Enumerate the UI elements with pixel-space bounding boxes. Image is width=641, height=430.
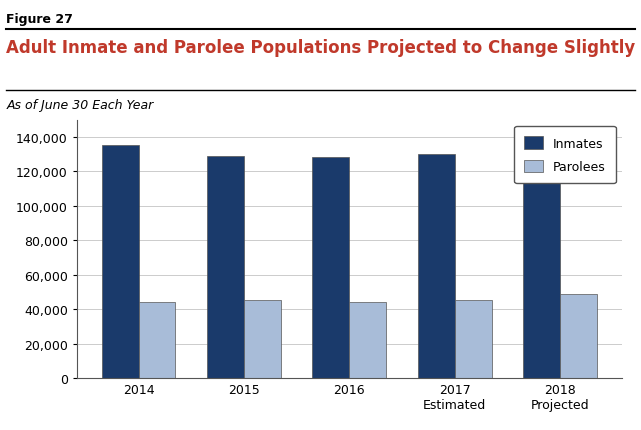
Bar	[418, 155, 454, 378]
Bar	[349, 303, 387, 378]
Bar	[207, 157, 244, 378]
Bar	[312, 157, 349, 378]
Text: Adult Inmate and Parolee Populations Projected to Change Slightly: Adult Inmate and Parolee Populations Pro…	[6, 39, 636, 57]
Bar	[454, 300, 492, 378]
Legend: Inmates, Parolees: Inmates, Parolees	[514, 127, 615, 184]
Bar	[102, 145, 138, 378]
Bar	[523, 163, 560, 378]
Bar	[244, 300, 281, 378]
Bar	[138, 302, 176, 378]
Text: Figure 27: Figure 27	[6, 13, 73, 26]
Bar	[560, 294, 597, 378]
Text: As of June 30 Each Year: As of June 30 Each Year	[6, 99, 154, 112]
